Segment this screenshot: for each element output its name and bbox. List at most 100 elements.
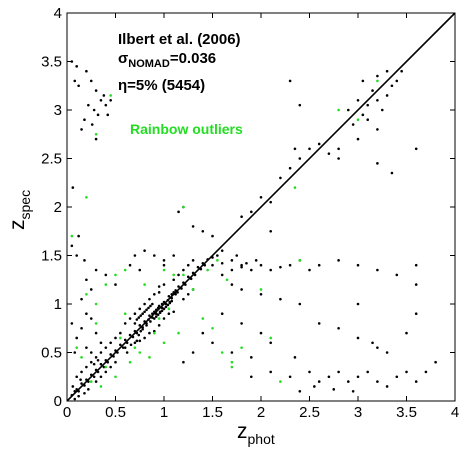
data-point bbox=[308, 147, 311, 151]
data-point bbox=[385, 69, 389, 73]
ticks-layer: 0 0.5 1 1.5 2 2.5 3 3.5 4 0 0.5 1 1.5 2 2.5 3 3.5 4 bbox=[41, 5, 459, 421]
data-point bbox=[216, 254, 219, 257]
data-point bbox=[154, 308, 158, 312]
data-point bbox=[390, 171, 394, 175]
data-point bbox=[191, 259, 195, 262]
data-point bbox=[156, 313, 160, 316]
data-point bbox=[182, 268, 185, 272]
y-tick-label: 1.5 bbox=[41, 248, 62, 265]
data-point bbox=[162, 283, 166, 286]
data-point bbox=[139, 314, 143, 317]
data-point bbox=[148, 314, 151, 317]
data-point bbox=[164, 305, 168, 309]
data-point bbox=[162, 317, 166, 320]
data-point bbox=[230, 259, 234, 262]
data-point bbox=[211, 234, 214, 238]
data-point bbox=[259, 293, 263, 296]
data-point bbox=[138, 268, 142, 272]
data-point bbox=[332, 388, 336, 391]
outlier-point bbox=[85, 293, 88, 296]
data-point bbox=[250, 268, 253, 272]
data-point bbox=[77, 394, 80, 398]
x-tick-label: 3.5 bbox=[396, 404, 417, 421]
data-point bbox=[73, 397, 77, 401]
data-point bbox=[94, 331, 98, 335]
data-point bbox=[366, 370, 370, 374]
data-point bbox=[96, 113, 100, 117]
outlier-point bbox=[104, 283, 108, 286]
outlier-point bbox=[114, 273, 117, 277]
data-point bbox=[73, 79, 77, 83]
data-point bbox=[395, 79, 399, 83]
data-point bbox=[293, 147, 297, 151]
outlier-point bbox=[148, 356, 151, 359]
data-point bbox=[121, 346, 125, 349]
data-point bbox=[75, 388, 78, 391]
outlier-point bbox=[298, 259, 302, 262]
data-point bbox=[414, 283, 418, 286]
data-point bbox=[153, 317, 156, 320]
outlier-point bbox=[167, 307, 171, 311]
outlier-point bbox=[157, 317, 161, 320]
data-point bbox=[143, 302, 146, 306]
outlier-point bbox=[133, 346, 137, 349]
data-point bbox=[250, 210, 253, 214]
data-point bbox=[288, 79, 292, 83]
x-tick-label: 3 bbox=[354, 404, 362, 421]
sigma-subscript: NOMAD bbox=[128, 58, 170, 70]
data-point bbox=[116, 351, 119, 354]
data-point bbox=[199, 267, 203, 271]
data-point bbox=[151, 312, 154, 316]
x-axis-label: zphot bbox=[237, 420, 275, 447]
data-point bbox=[298, 302, 302, 306]
x-axis-label-sub: phot bbox=[248, 431, 275, 447]
data-point bbox=[85, 346, 88, 349]
data-point bbox=[288, 375, 292, 379]
annotation-block: Ilbert et al. (2006) σNOMAD=0.036 η=5% (… bbox=[118, 31, 243, 137]
data-point bbox=[235, 254, 239, 257]
data-point bbox=[177, 273, 180, 277]
data-point bbox=[203, 263, 207, 267]
y-tick-label: 0 bbox=[54, 393, 62, 410]
outlier-point bbox=[259, 288, 263, 291]
data-point bbox=[405, 331, 408, 335]
data-point bbox=[125, 341, 129, 345]
data-point bbox=[139, 329, 143, 333]
data-point bbox=[137, 333, 141, 337]
outlier-point bbox=[230, 365, 234, 369]
data-point bbox=[71, 186, 75, 189]
data-point bbox=[395, 375, 399, 379]
data-point bbox=[164, 302, 168, 306]
data-point bbox=[133, 312, 137, 316]
data-point bbox=[308, 370, 311, 374]
data-point bbox=[385, 385, 389, 388]
y-axis-label-main: z bbox=[6, 220, 29, 231]
data-point bbox=[141, 312, 144, 316]
data-point bbox=[71, 385, 75, 388]
data-point bbox=[114, 283, 117, 286]
x-axis-label-main: z bbox=[237, 420, 248, 443]
data-point bbox=[240, 322, 243, 325]
y-tick-label: 2 bbox=[54, 199, 62, 216]
outlier-point bbox=[94, 322, 98, 325]
outlier-point bbox=[80, 356, 83, 359]
data-point bbox=[371, 341, 374, 345]
data-point bbox=[133, 341, 137, 345]
data-point bbox=[317, 263, 321, 267]
data-point bbox=[143, 249, 146, 252]
data-point bbox=[356, 137, 360, 141]
y-tick-label: 3.5 bbox=[41, 54, 62, 71]
data-point bbox=[170, 293, 174, 296]
data-point bbox=[167, 294, 171, 298]
data-point bbox=[85, 278, 88, 282]
data-point bbox=[308, 268, 311, 272]
data-point bbox=[356, 263, 360, 267]
data-point bbox=[174, 293, 177, 296]
data-point bbox=[177, 285, 180, 288]
data-point bbox=[75, 254, 78, 257]
data-point bbox=[89, 351, 93, 354]
data-point bbox=[351, 123, 355, 126]
data-point bbox=[123, 322, 127, 325]
outlier-point bbox=[104, 365, 108, 369]
